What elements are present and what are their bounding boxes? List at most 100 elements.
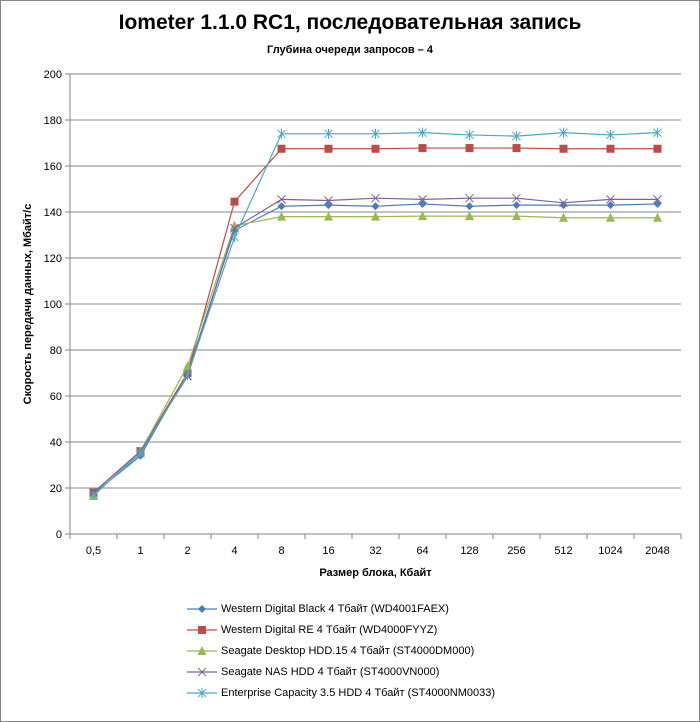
- y-tick-label: 200: [44, 69, 62, 81]
- data-point: [371, 193, 380, 203]
- y-tick-label: 160: [44, 161, 62, 173]
- data-point: [465, 129, 474, 140]
- data-point: [606, 144, 615, 153]
- marker-stroke: [465, 193, 474, 203]
- series-0: [89, 199, 662, 498]
- legend-item: Seagate Desktop HDD.15 4 Тбайт (ST4000DM…: [187, 640, 495, 661]
- data-point: [324, 144, 333, 153]
- data-point: [606, 129, 615, 140]
- marker-stroke: [230, 223, 239, 233]
- series-line: [93, 147, 658, 494]
- series-line: [93, 132, 658, 496]
- legend-label: Enterprise Capacity 3.5 HDD 4 Тбайт (ST4…: [221, 686, 496, 699]
- data-point: [465, 211, 474, 221]
- legend-marker: [197, 687, 207, 698]
- data-point: [324, 128, 333, 139]
- x-tick-label: 0,5: [86, 545, 101, 557]
- data-point: [418, 211, 427, 221]
- legend-swatch: [187, 667, 217, 676]
- y-tick-label: 100: [44, 299, 62, 311]
- data-point: [277, 128, 286, 139]
- legend-swatch: [187, 645, 217, 655]
- legend-item: Western Digital RE 4 Тбайт (WD4000FYYZ): [187, 619, 495, 640]
- data-point: [465, 202, 474, 211]
- legend-label: Western Digital RE 4 Тбайт (WD4000FYYZ): [221, 623, 438, 636]
- y-tick-label: 60: [50, 391, 62, 403]
- data-point: [653, 212, 662, 222]
- data-point: [277, 194, 286, 204]
- x-tick-label: 4: [231, 545, 237, 557]
- marker-stroke: [512, 193, 521, 203]
- data-point: [653, 199, 662, 208]
- data-point: [653, 194, 662, 204]
- data-point: [512, 131, 521, 142]
- series-1: [89, 144, 662, 497]
- data-point: [606, 201, 615, 210]
- x-tick-label: 256: [507, 545, 525, 557]
- data-point: [230, 220, 239, 230]
- data-point: [277, 202, 286, 211]
- data-point: [418, 199, 427, 208]
- legend-marker: [197, 667, 207, 676]
- chart-title: Iometer 1.1.0 RC1, последовательная запи…: [118, 11, 582, 34]
- legend-label: Seagate NAS HDD 4 Тбайт (ST4000VN000): [221, 665, 440, 678]
- data-point: [89, 489, 98, 500]
- legend-item: Enterprise Capacity 3.5 HDD 4 Тбайт (ST4…: [187, 682, 495, 703]
- data-point: [277, 144, 286, 153]
- data-point: [277, 211, 286, 221]
- data-point: [512, 201, 521, 210]
- legend-marker: [197, 645, 207, 655]
- data-point: [606, 212, 615, 222]
- data-point: [512, 211, 521, 221]
- data-point: [512, 144, 521, 153]
- legend: Western Digital Black 4 Тбайт (WD4001FAE…: [187, 598, 495, 703]
- y-axis-label: Скорость передачи данных, Мбайт/с: [22, 204, 34, 405]
- data-point: [136, 448, 145, 459]
- data-point: [230, 232, 239, 243]
- marker-stroke: [371, 193, 380, 203]
- y-tick-label: 180: [44, 115, 62, 127]
- x-tick-label: 1: [137, 545, 143, 557]
- marker-stroke: [418, 194, 427, 204]
- data-point: [371, 128, 380, 139]
- marker-stroke: [606, 194, 615, 204]
- legend-item: Seagate NAS HDD 4 Тбайт (ST4000VN000): [187, 661, 495, 682]
- data-point: [559, 198, 568, 208]
- data-point: [465, 193, 474, 203]
- x-tick-label: 2: [184, 545, 190, 557]
- series-4: [89, 127, 662, 500]
- legend-swatch: [187, 604, 217, 613]
- data-point: [559, 212, 568, 222]
- marker-stroke: [559, 198, 568, 208]
- data-point: [324, 211, 333, 221]
- y-tick-label: 80: [50, 345, 62, 357]
- data-point: [183, 370, 192, 381]
- marker-stroke: [277, 194, 286, 204]
- data-point: [559, 144, 568, 153]
- legend-marker: [198, 625, 206, 634]
- data-point: [512, 193, 521, 203]
- marker-stroke: [197, 667, 207, 676]
- legend-swatch: [187, 625, 217, 634]
- data-point: [653, 127, 662, 138]
- y-tick-label: 140: [44, 207, 62, 219]
- legend-item: Western Digital Black 4 Тбайт (WD4001FAE…: [187, 598, 495, 619]
- data-point: [559, 127, 568, 138]
- data-point: [418, 194, 427, 204]
- y-tick-label: 20: [50, 483, 62, 495]
- data-point: [371, 144, 380, 153]
- data-point: [418, 127, 427, 138]
- data-point: [653, 144, 662, 153]
- marker-stroke: [653, 194, 662, 204]
- data-point: [371, 202, 380, 211]
- legend-label: Seagate Desktop HDD.15 4 Тбайт (ST4000DM…: [221, 644, 475, 657]
- data-point: [371, 211, 380, 221]
- x-tick-label: 8: [278, 545, 284, 557]
- series-line: [93, 197, 658, 494]
- y-tick-label: 0: [56, 529, 62, 541]
- data-point: [606, 194, 615, 204]
- x-tick-label: 2048: [645, 545, 669, 557]
- y-tick-label: 40: [50, 437, 62, 449]
- x-tick-label: 128: [460, 545, 478, 557]
